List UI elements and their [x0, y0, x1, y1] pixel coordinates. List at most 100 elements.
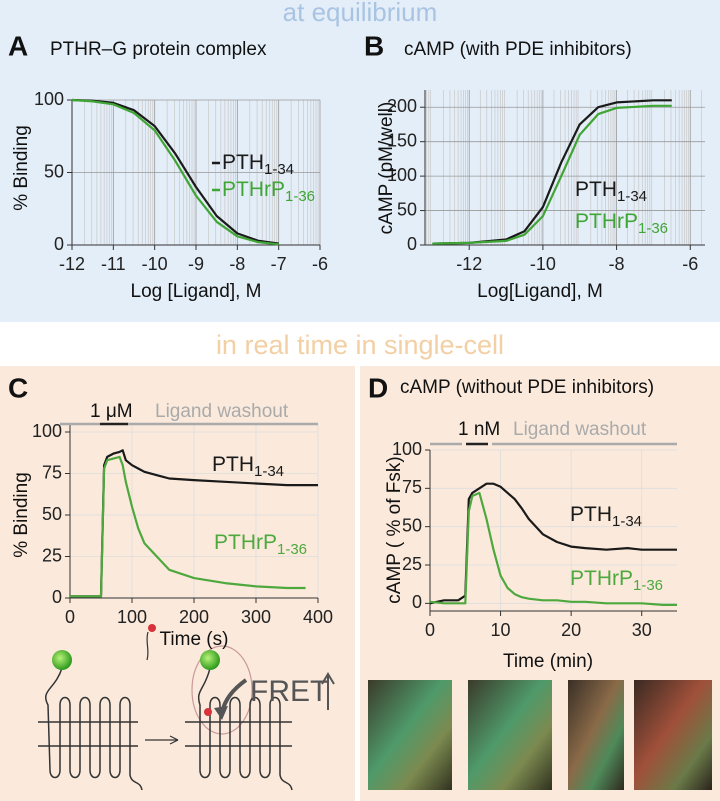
legend-entry: PTHrP1-36	[214, 531, 307, 558]
ligand	[204, 708, 212, 716]
receptor	[49, 696, 143, 791]
y-tick-label: 0	[412, 592, 422, 612]
x-tick-label: -6	[682, 254, 698, 274]
x-tick-label: -7	[271, 254, 287, 274]
x-tick-label: 400	[303, 607, 333, 627]
legend-entry: PTHrP1-36	[570, 567, 663, 594]
x-tick-label: -9	[188, 254, 204, 274]
transition-arrowhead	[169, 735, 179, 745]
y-tick-label: 50	[402, 515, 422, 535]
y-axis-label: cAMP ( % of Fsk)	[384, 456, 405, 603]
annotation: 1 nM	[458, 419, 500, 440]
cell-image	[634, 680, 712, 790]
y-tick-label: 0	[54, 234, 64, 254]
annotation: Ligand washout	[513, 419, 647, 440]
x-tick-label: 30	[632, 620, 652, 640]
x-tick-label: 300	[241, 607, 271, 627]
x-tick-label: 20	[561, 620, 581, 640]
cell-image	[368, 680, 452, 790]
section-header: in real time in single-cell	[216, 330, 504, 360]
chart: 0 10 20 30 0 25 50 75 100 D cAMP (without PDE inhi…	[368, 372, 677, 672]
fret-diagram: FRET	[38, 624, 335, 791]
x-tick-label: -11	[101, 254, 126, 274]
series-line	[429, 491, 677, 606]
panel-letter: A	[8, 30, 28, 61]
y-tick-label: 75	[402, 477, 422, 497]
x-tick-label: -10	[530, 254, 556, 274]
legend-entry: PTHrP1-36	[222, 178, 315, 205]
legend-name: PTHrP	[570, 567, 633, 590]
chart-title: PTHR–G protein complex	[50, 39, 267, 60]
chart-title: cAMP (without PDE inhibitors)	[400, 377, 654, 398]
chart: -12 -10 -8 -6 0 50 100 150 200 B cAMP (with PDE in…	[364, 30, 705, 302]
legend-subscript: 1-34	[264, 161, 294, 178]
y-tick-label: 200	[387, 96, 417, 116]
legend-name: PTHrP	[214, 531, 277, 554]
y-tick-label: 150	[387, 130, 417, 150]
legend-subscript: 1-36	[638, 220, 668, 237]
legend-subscript: 1-36	[285, 188, 315, 205]
x-tick-label: -12	[59, 254, 85, 274]
x-axis-label: Log[Ligand], M	[477, 281, 603, 302]
legend-subscript: 1-34	[254, 463, 284, 480]
x-tick-label: -12	[456, 254, 482, 274]
series-line	[71, 98, 279, 245]
fluorophore	[200, 650, 220, 670]
legend-name: PTHrP	[222, 178, 285, 201]
y-tick-label: 75	[42, 462, 62, 482]
series-line	[70, 449, 318, 598]
y-tick-label: 50	[44, 161, 64, 181]
panel-letter: C	[8, 372, 28, 403]
x-tick-label: 10	[491, 620, 511, 640]
x-tick-label: 0	[425, 620, 435, 640]
x-axis-label: Log [Ligand], M	[131, 281, 262, 302]
y-tick-label: 100	[34, 89, 64, 109]
series-line	[70, 455, 306, 598]
cell-image	[468, 680, 552, 790]
legend-entry: PTH1-34	[575, 178, 647, 205]
legend-subscript: 1-34	[612, 513, 642, 530]
y-tick-label: 100	[392, 439, 422, 459]
legend-entry: PTHrP1-36	[575, 210, 668, 237]
y-tick-label: 100	[32, 421, 62, 441]
x-axis-label: Time (s)	[160, 629, 229, 650]
legend-entry: PTH1-34	[222, 151, 294, 178]
fluorophore	[52, 650, 72, 670]
increase-arrowhead	[321, 672, 335, 685]
receptor	[198, 667, 293, 791]
chart: -12 -11 -10 -9 -8 -7 -6 0 50 100 A PTHR–G protein c…	[8, 30, 328, 302]
legend-entry: PTH1-34	[570, 503, 642, 530]
x-tick-label: -10	[142, 254, 168, 274]
y-tick-label: 50	[42, 504, 62, 524]
annotation: 1 μM	[90, 401, 133, 422]
y-tick-label: 50	[397, 199, 417, 219]
panel-letter: D	[368, 372, 388, 403]
complex-outline	[191, 645, 253, 735]
y-axis-label: cAMP (pM/well)	[376, 102, 397, 235]
y-tick-label: 100	[387, 165, 417, 185]
legend-name: PTH	[570, 503, 612, 526]
x-tick-label: -8	[609, 254, 625, 274]
receptor	[45, 667, 63, 771]
annotation: Ligand washout	[155, 401, 289, 422]
x-tick-label: 0	[65, 607, 75, 627]
microscopy-images	[368, 680, 712, 790]
legend-subscript: 1-34	[617, 188, 647, 205]
series-line	[432, 104, 672, 245]
x-axis-label: Time (min)	[503, 651, 593, 672]
panel-letter: B	[364, 30, 384, 61]
panel-c-background	[0, 366, 355, 801]
section-header: at equilibrium	[283, 0, 438, 27]
cell-image	[568, 680, 624, 790]
legend-subscript: 1-36	[633, 577, 663, 594]
x-tick-label: -6	[312, 254, 328, 274]
ligand-chain	[146, 631, 149, 661]
fret-label: FRET	[250, 675, 328, 708]
equilibrium-background	[0, 0, 720, 322]
ligand	[148, 624, 156, 632]
legend-name: PTH	[222, 151, 264, 174]
y-axis-label: % Binding	[11, 125, 32, 211]
y-tick-label: 25	[42, 545, 62, 565]
